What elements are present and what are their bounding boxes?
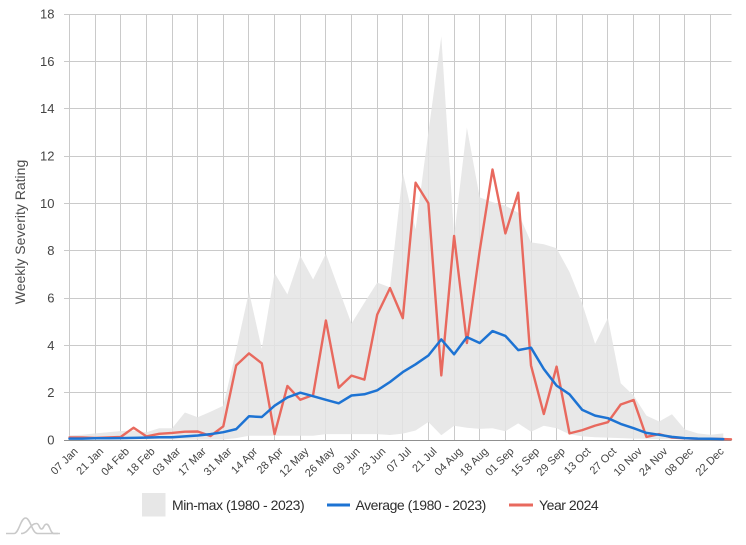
svg-text:0: 0 [47,433,54,448]
svg-text:2: 2 [47,385,54,400]
svg-text:Average (1980 - 2023): Average (1980 - 2023) [356,497,486,513]
svg-text:4: 4 [47,338,54,353]
svg-text:Min-max (1980 - 2023): Min-max (1980 - 2023) [172,497,304,513]
svg-text:12: 12 [40,149,54,164]
svg-text:14: 14 [40,101,54,116]
svg-text:8: 8 [47,243,54,258]
svg-text:6: 6 [47,291,54,306]
svg-text:Year 2024: Year 2024 [539,497,599,513]
svg-text:10: 10 [40,196,54,211]
svg-text:18: 18 [40,7,54,22]
svg-text:Weekly Severity Rating: Weekly Severity Rating [12,160,28,304]
svg-text:16: 16 [40,54,54,69]
